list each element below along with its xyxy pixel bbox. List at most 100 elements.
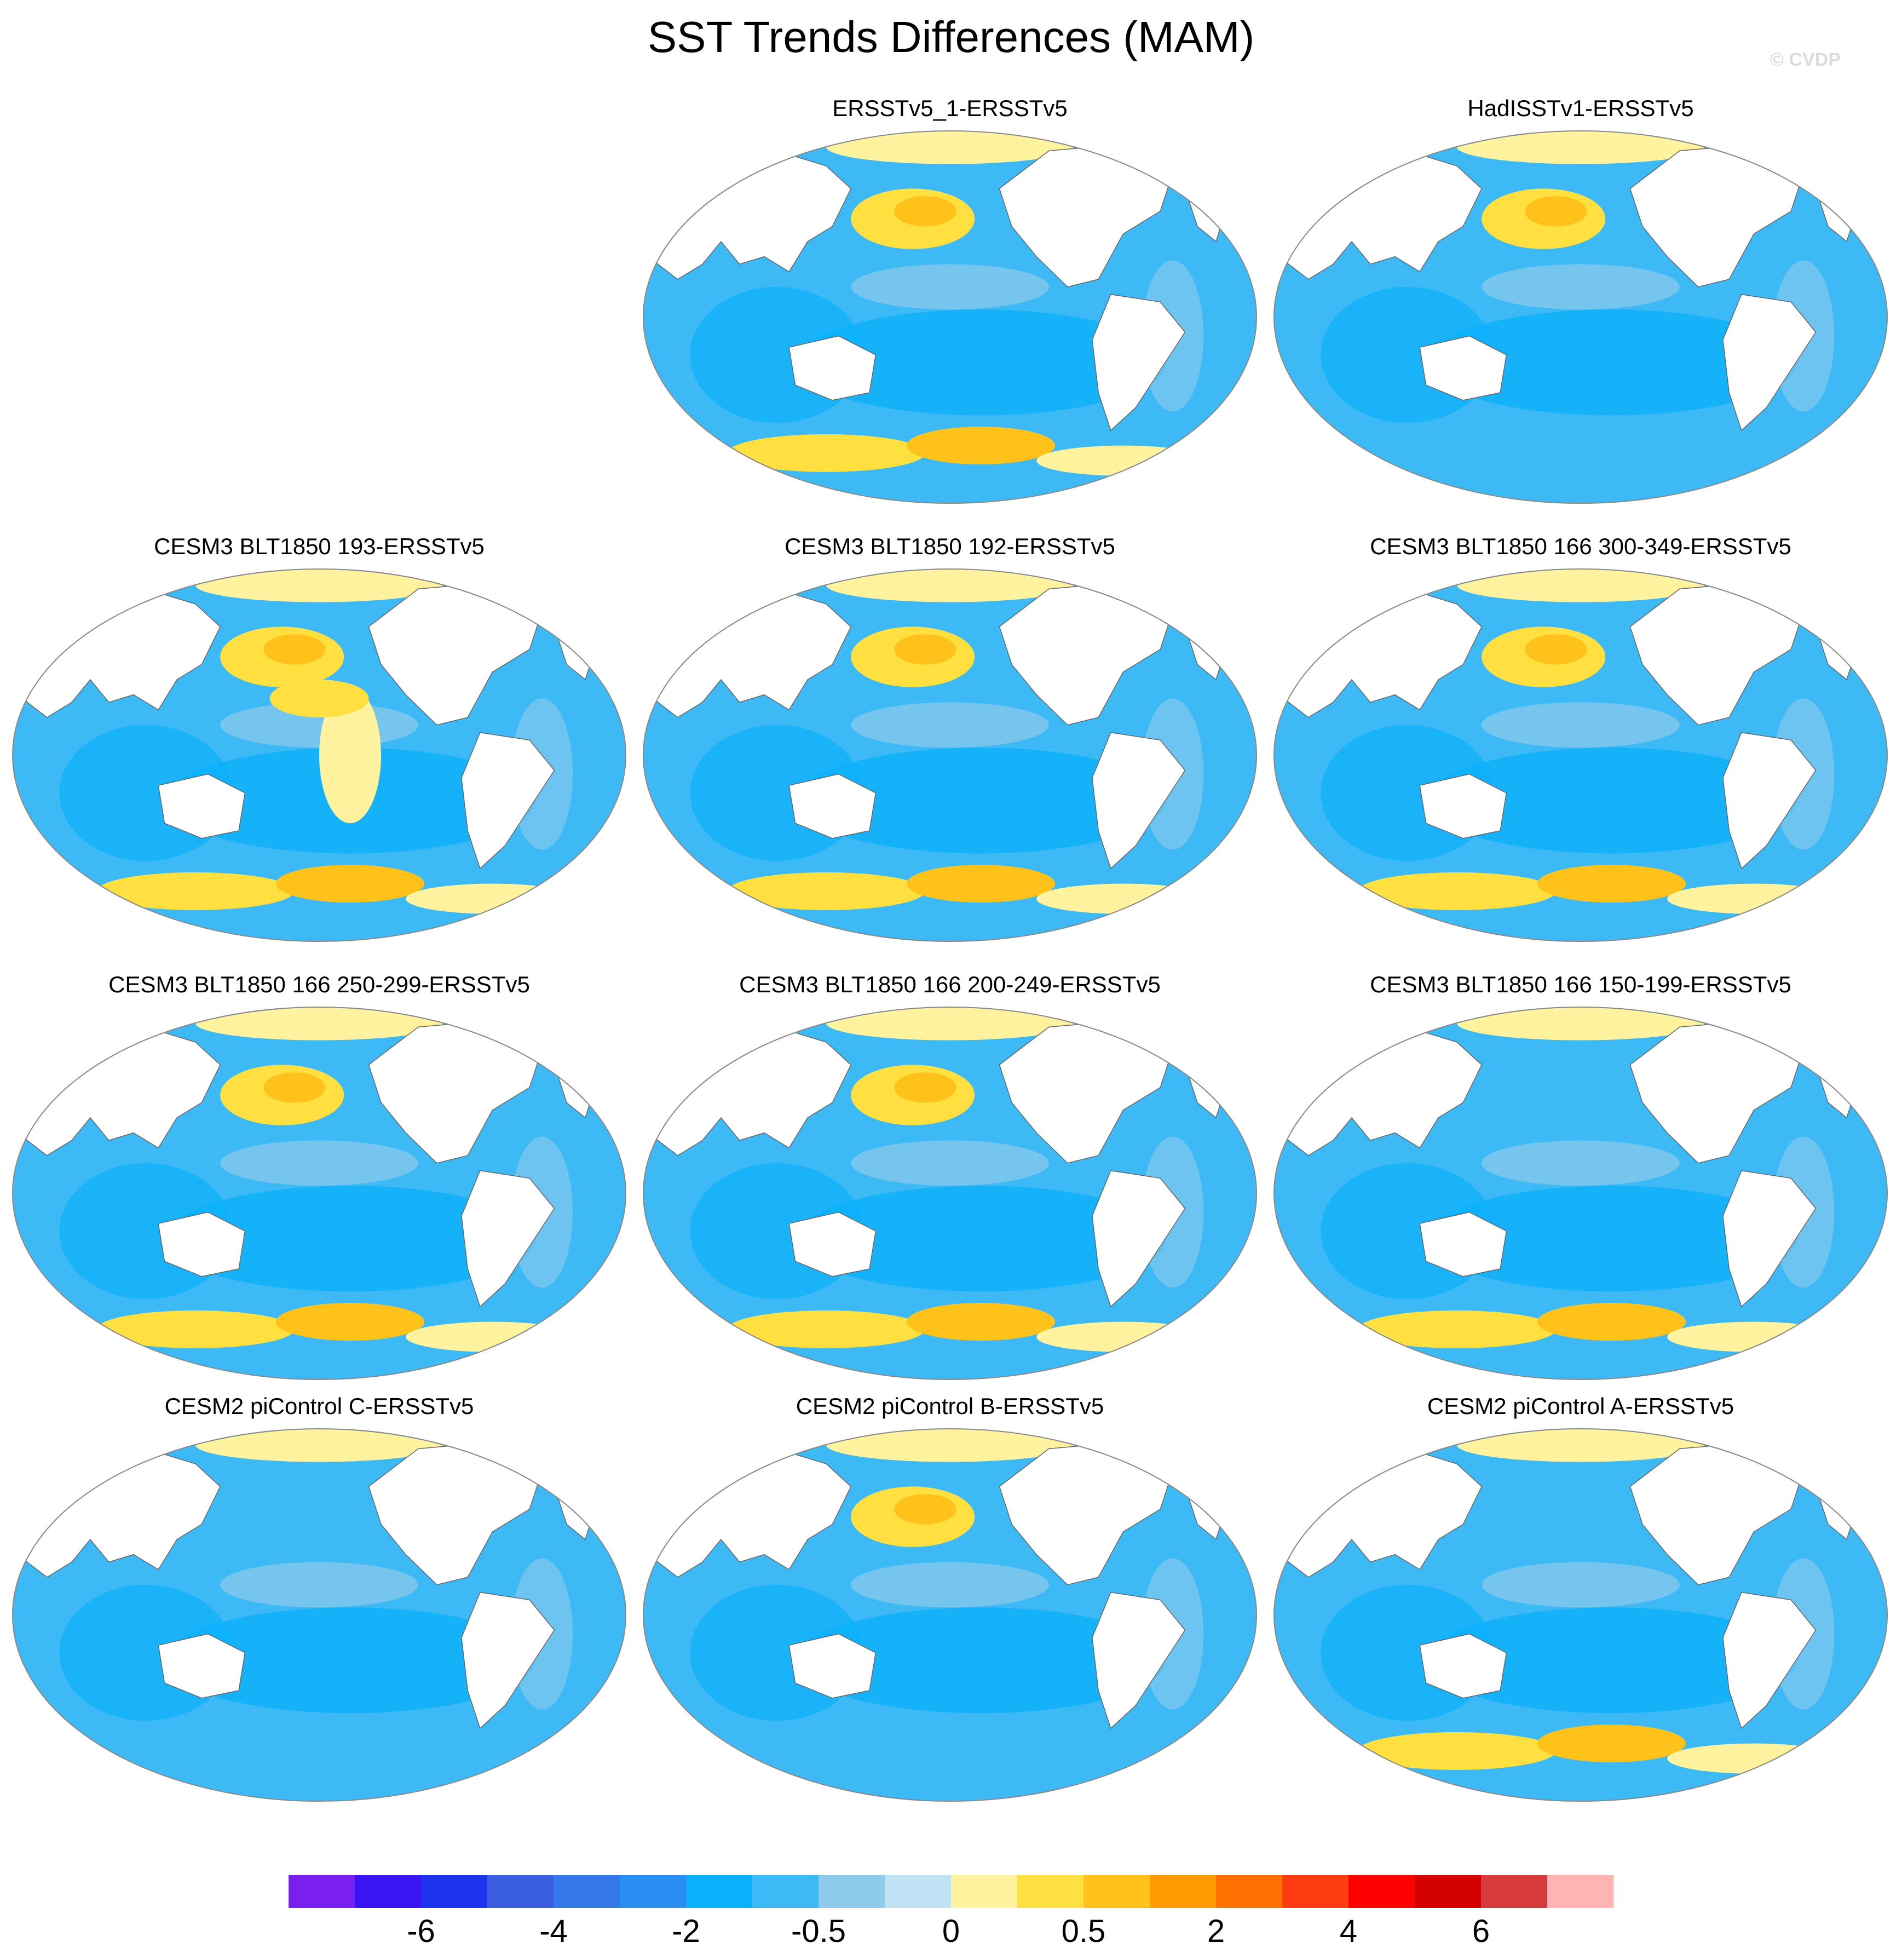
land-mask (1419, 773, 1507, 839)
warm-anomaly (826, 1429, 1074, 1462)
warm-anomaly (1358, 1732, 1556, 1770)
warm-anomaly (906, 865, 1056, 903)
colorbar-swatch (951, 1875, 1018, 1908)
sst-trend-map (643, 1428, 1257, 1802)
sst-trend-map (12, 1007, 626, 1380)
land-mask (1722, 1591, 1817, 1729)
warm-anomaly (1537, 1725, 1686, 1763)
warm-anomaly (894, 1072, 956, 1103)
warm-anomaly (727, 434, 925, 472)
sst-trend-map (1273, 130, 1888, 504)
panel-title: CESM3 BLT1850 166 200-249-ERSSTv5 (739, 972, 1161, 997)
colorbar-swatch (620, 1875, 687, 1908)
colorbar-swatch (487, 1875, 554, 1908)
figure-title: SST Trends Differences (MAM) (647, 13, 1255, 61)
panel-title: HadISSTv1-ERSSTv5 (1467, 95, 1694, 121)
colorbar-swatch (289, 1875, 355, 1908)
sst-trend-map (1273, 568, 1888, 942)
colorbar-label: 0 (942, 1913, 960, 1949)
map-outline (643, 568, 1257, 942)
land-mask (158, 773, 246, 839)
land-mask (1419, 1633, 1507, 1699)
warm-anomaly (1525, 196, 1587, 227)
warm-anomaly (894, 1494, 956, 1525)
colorbar-swatch (1415, 1875, 1482, 1908)
map-panel-p1: ERSSTv5_1-ERSSTv5 (641, 93, 1259, 526)
warm-anomaly (906, 1303, 1056, 1341)
land-mask (788, 773, 877, 839)
sst-trend-map (12, 1428, 626, 1802)
map-outline (1273, 568, 1888, 942)
panel-title: CESM2 piControl A-ERSSTv5 (1427, 1393, 1734, 1419)
warm-anomaly (1457, 1429, 1704, 1462)
warm-anomaly (1457, 1007, 1704, 1041)
map-panel-p10: CESM2 piControl B-ERSSTv5 (641, 1391, 1259, 1824)
colorbar-label: -6 (407, 1913, 435, 1949)
map-panel-p11: CESM2 piControl A-ERSSTv5 (1271, 1391, 1890, 1824)
warm-anomaly (1457, 569, 1704, 602)
land-mask (1419, 1211, 1507, 1277)
colorbar-label: 6 (1472, 1913, 1490, 1949)
land-mask (1722, 1170, 1817, 1308)
colorbar-label: -2 (672, 1913, 700, 1949)
warm-anomaly (275, 865, 425, 903)
colorbar-swatch (1348, 1875, 1415, 1908)
land-mask (461, 732, 555, 870)
map-outline (12, 1007, 626, 1380)
land-mask (1092, 1591, 1186, 1729)
map-outline (1273, 1007, 1888, 1380)
warm-anomaly (1457, 131, 1704, 164)
warm-anomaly (826, 1007, 1074, 1041)
map-outline (643, 1007, 1257, 1380)
panel-title: CESM3 BLT1850 166 300-349-ERSSTv5 (1370, 533, 1791, 559)
colorbar-swatch (885, 1875, 952, 1908)
colorbar-swatch (1282, 1875, 1349, 1908)
map-panel-p7: CESM3 BLT1850 166 200-249-ERSSTv5 (641, 969, 1259, 1402)
colorbar-swatch (421, 1875, 488, 1908)
credit-watermark: © CVDP (1770, 49, 1841, 70)
colorbar-label: 0.5 (1061, 1913, 1106, 1949)
warm-anomaly (96, 1310, 295, 1348)
warm-anomaly (894, 634, 956, 665)
colorbar-label: -4 (539, 1913, 568, 1949)
colorbar-label: 2 (1207, 1913, 1225, 1949)
land-mask (461, 1591, 555, 1729)
warm-anomaly (195, 1007, 443, 1041)
warm-anomaly (96, 872, 295, 910)
map-panel-p5: CESM3 BLT1850 166 300-349-ERSSTv5 (1271, 531, 1890, 964)
land-mask (1419, 335, 1507, 401)
colorbar-label: -0.5 (791, 1913, 846, 1949)
map-panel-p4: CESM3 BLT1850 192-ERSSTv5 (641, 531, 1259, 964)
warm-anomaly (275, 1303, 425, 1341)
land-mask (1092, 294, 1186, 432)
colorbar-swatch (1083, 1875, 1150, 1908)
land-mask (1722, 294, 1817, 432)
warm-anomaly (727, 1310, 925, 1348)
land-mask (788, 335, 877, 401)
map-outline (643, 130, 1257, 504)
warm-anomaly (727, 872, 925, 910)
panel-title: CESM3 BLT1850 166 150-199-ERSSTv5 (1370, 972, 1791, 997)
colorbar-swatch (355, 1875, 422, 1908)
panel-title: CESM3 BLT1850 193-ERSSTv5 (154, 533, 485, 559)
warm-anomaly (1358, 872, 1556, 910)
land-mask (461, 1170, 555, 1308)
panel-title: CESM2 piControl C-ERSSTv5 (164, 1393, 474, 1419)
warm-anomaly (826, 569, 1074, 602)
land-mask (158, 1633, 246, 1699)
colorbar-swatch (1216, 1875, 1283, 1908)
map-panel-p6: CESM3 BLT1850 166 250-299-ERSSTv5 (10, 969, 629, 1402)
land-mask (1092, 732, 1186, 870)
warm-anomaly (1537, 865, 1686, 903)
sst-trend-map (643, 1007, 1257, 1380)
colorbar-swatch (819, 1875, 885, 1908)
sst-trend-map (1273, 1007, 1888, 1380)
colorbar (289, 1875, 1613, 1908)
warm-anomaly (1537, 1303, 1686, 1341)
panel-title: CESM2 piControl B-ERSSTv5 (796, 1393, 1104, 1419)
map-panel-p3: CESM3 BLT1850 193-ERSSTv5 (10, 531, 629, 964)
land-mask (1722, 732, 1817, 870)
warm-anomaly (269, 680, 369, 717)
warm-anomaly (1525, 634, 1587, 665)
warm-anomaly (263, 634, 326, 665)
